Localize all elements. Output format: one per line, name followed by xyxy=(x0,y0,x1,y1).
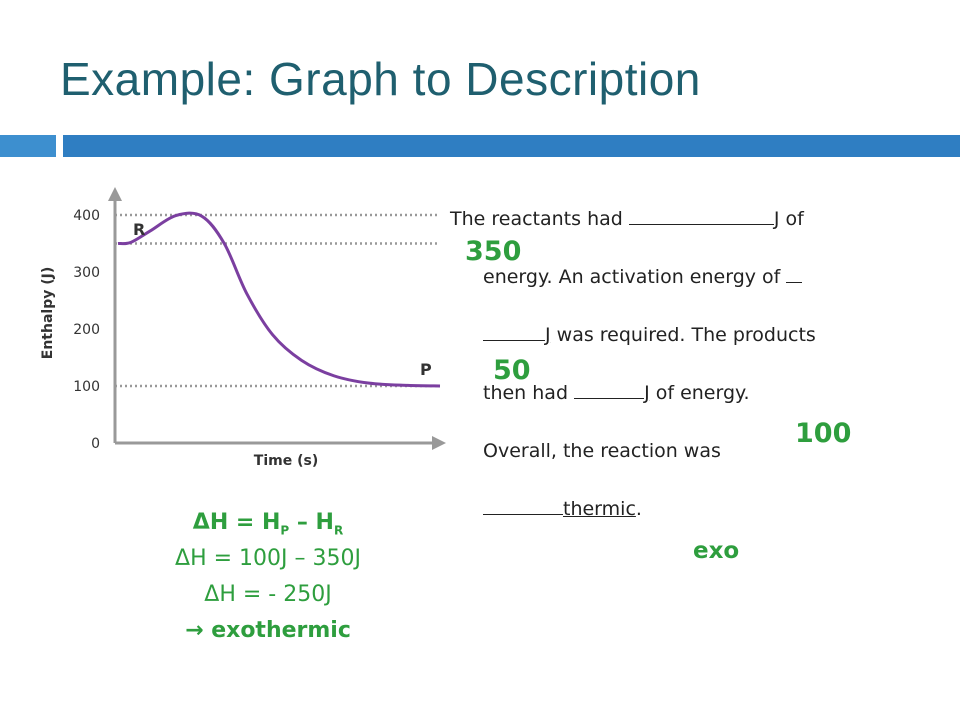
accent-bar xyxy=(63,135,960,157)
para-line-5: Overall, the reaction was xyxy=(483,440,721,462)
para-line-1: The reactants had J of xyxy=(450,208,804,230)
accent-bar-left xyxy=(0,135,56,157)
answer-activation-energy: 50 xyxy=(493,355,531,386)
blank-activation-a xyxy=(786,282,803,283)
blank-products xyxy=(574,398,645,399)
enthalpy-curve xyxy=(117,211,441,388)
blank-thermic xyxy=(483,514,563,515)
para-line-6: thermic. xyxy=(450,480,940,538)
y-tick-label: 400 xyxy=(73,208,100,224)
blank-reactants xyxy=(628,224,774,225)
calc-formula: ΔH = HP – HR xyxy=(192,510,344,538)
y-axis-label: Enthalpy (J) xyxy=(40,267,56,359)
blank-activation-b xyxy=(483,340,545,341)
calc-substitution: ΔH = 100J – 350J xyxy=(175,546,361,571)
para-line-4: then had J of energy. xyxy=(483,382,750,404)
answer-product-energy: 100 xyxy=(795,418,852,449)
y-tick-label: 300 xyxy=(73,265,100,281)
y-axis-arrow xyxy=(108,187,122,201)
para-line-3: J was required. The products xyxy=(450,306,940,364)
x-axis-label: Time (s) xyxy=(254,453,318,469)
reactants-label: R xyxy=(133,220,145,239)
para-line-2: energy. An activation energy of xyxy=(450,248,940,306)
enthalpy-chart: 0 100 200 300 400 Time (s) Enthalpy (J) R P xyxy=(40,187,446,469)
answer-exo: exo xyxy=(693,538,740,564)
calc-conclusion: → exothermic xyxy=(185,618,351,643)
products-label: P xyxy=(420,360,432,379)
y-tick-label: 200 xyxy=(73,322,100,338)
answer-reactant-energy: 350 xyxy=(465,236,522,267)
description-paragraph: The reactants had J of energy. An activa… xyxy=(450,190,940,538)
y-tick-label: 100 xyxy=(73,379,100,395)
x-axis-arrow xyxy=(432,436,446,450)
slide-title: Example: Graph to Description xyxy=(60,53,701,105)
y-tick-label: 0 xyxy=(91,436,100,452)
arrow-icon: → xyxy=(185,618,204,643)
calc-result: ΔH = - 250J xyxy=(204,582,332,607)
enthalpy-calculation: ΔH = HP – HR ΔH = 100J – 350J ΔH = - 250… xyxy=(128,505,408,649)
